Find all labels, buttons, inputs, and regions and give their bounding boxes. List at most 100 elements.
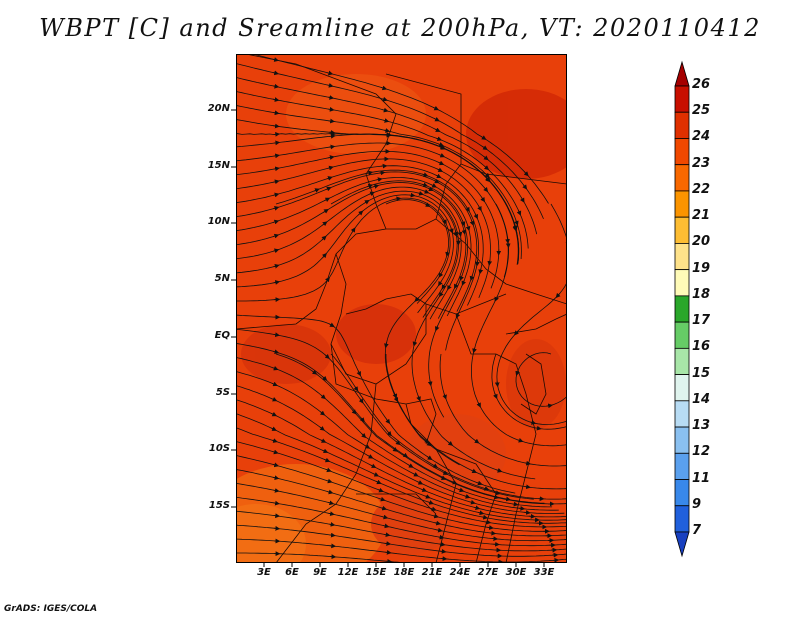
border-line [275, 383, 377, 563]
streamline [330, 353, 567, 500]
streamline-arrow [422, 172, 429, 177]
streamline-arrow [385, 418, 391, 425]
streamline-arrow [480, 135, 487, 140]
streamline-arrow [469, 499, 476, 505]
streamline-arrow [546, 403, 553, 409]
streamline-arrow [438, 280, 443, 287]
streamline-arrow [432, 463, 439, 468]
grads-credit: GrADS: IGES/COLA [4, 604, 98, 614]
streamline-arrow [375, 479, 382, 485]
streamline-arrow [273, 140, 281, 146]
streamline [236, 510, 567, 552]
streamline-arrow [447, 441, 454, 446]
streamline [236, 186, 462, 320]
streamline-arrow [272, 462, 280, 468]
streamline-arrow [272, 349, 280, 355]
streamline-arrow [465, 206, 470, 213]
streamline-arrow [514, 219, 519, 226]
colorbar-label: 11 [692, 470, 711, 486]
colorbar-swatch [674, 347, 690, 375]
streamline-arrow [424, 494, 431, 499]
streamline-arrow [363, 199, 370, 205]
streamline-arrow [478, 510, 485, 516]
streamline-arrow [324, 197, 331, 203]
map-panel [236, 54, 567, 563]
streamline-arrow [273, 153, 280, 159]
streamline [236, 482, 567, 542]
streamline-arrow [273, 488, 280, 493]
colorbar-swatch [674, 426, 690, 454]
streamline [236, 91, 529, 249]
streamline-arrow [433, 178, 440, 184]
streamline-arrow [272, 365, 279, 371]
streamline-arrow [325, 186, 332, 192]
colorbar-label: 17 [692, 313, 711, 329]
streamline-arrow [464, 494, 471, 499]
streamline-arrow [492, 494, 500, 500]
streamline-arrow [442, 393, 447, 400]
streamline-arrow [321, 235, 327, 241]
streamline-arrow [461, 228, 467, 235]
streamline-arrow [493, 393, 498, 400]
streamline [384, 199, 460, 466]
colorbar-swatch [674, 190, 690, 218]
streamline [236, 158, 491, 298]
streamline-arrow [358, 398, 364, 404]
streamline [236, 63, 544, 220]
colorbar-label: 26 [692, 77, 711, 92]
streamline-arrow [273, 475, 280, 480]
streamline-arrow [364, 444, 371, 449]
streamline [236, 524, 567, 557]
streamline [236, 413, 567, 521]
streamline-arrow [487, 525, 494, 530]
streamline-arrow [270, 426, 277, 431]
streamline-arrow [271, 438, 278, 443]
streamline-arrow [483, 155, 489, 161]
streamline [236, 357, 553, 508]
streamline-arrow [273, 166, 280, 172]
streamline-arrow [326, 478, 333, 484]
lon-label: 27E [477, 567, 499, 578]
streamline-arrow [494, 490, 501, 496]
streamline-arrow [386, 431, 392, 437]
streamline [275, 169, 480, 351]
colorbar-swatch [674, 138, 690, 166]
streamline-arrow [483, 187, 489, 193]
streamline-arrow [373, 472, 380, 477]
streamline-arrow [424, 202, 431, 207]
streamline-arrow [438, 291, 444, 298]
streamline-arrow [272, 233, 280, 239]
streamline-arrow [356, 370, 361, 377]
streamline-arrow [423, 189, 430, 194]
streamline-arrow [476, 401, 481, 408]
streamline-arrow [469, 274, 475, 281]
streamline-arrow [465, 224, 471, 232]
streamline-arrow [324, 354, 330, 360]
streamline-arrow [458, 487, 465, 493]
streamline-arrow [472, 347, 477, 354]
streamline-arrow [392, 392, 398, 399]
streamline-arrow [324, 457, 331, 463]
streamline-arrow [328, 144, 336, 150]
streamline-arrow [453, 230, 459, 237]
streamline [251, 54, 549, 204]
streamline-arrow [394, 196, 402, 202]
streamline-arrow [524, 484, 531, 490]
lat-label: EQ [214, 330, 230, 341]
streamline-arrow [421, 487, 428, 492]
colorbar-label: 12 [692, 444, 711, 460]
streamline-arrow [350, 227, 356, 233]
streamline-arrow [482, 145, 488, 151]
streamline-arrow [535, 425, 542, 431]
streamline-arrow [379, 170, 386, 176]
streamline-arrow [518, 506, 526, 511]
streamline-arrow [271, 381, 278, 387]
streamline-arrow [489, 530, 497, 536]
streamline [236, 194, 454, 314]
streamline-arrow [454, 283, 459, 289]
streamline [236, 165, 484, 306]
colorbar-swatch [674, 243, 690, 271]
streamline [236, 105, 522, 260]
map-field [236, 54, 567, 563]
streamline [236, 190, 458, 318]
